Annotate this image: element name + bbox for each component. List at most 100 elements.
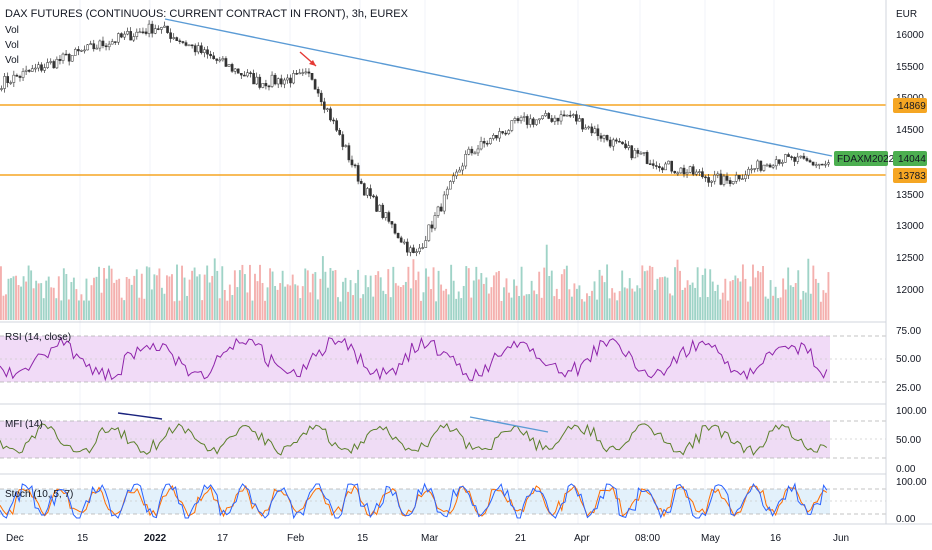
volume-bar <box>626 288 629 320</box>
candle-body <box>384 212 388 218</box>
volume-bar <box>487 293 490 320</box>
candle-body <box>571 114 575 116</box>
candle-body <box>175 37 179 41</box>
candle-body <box>215 58 219 61</box>
candle-body <box>725 175 729 181</box>
volume-bar <box>510 297 513 320</box>
volume-bar <box>155 275 158 320</box>
candle-body <box>602 135 606 139</box>
candle-body <box>283 79 286 85</box>
volume-bar <box>721 292 724 320</box>
candle-body <box>224 58 228 67</box>
volume-bar <box>32 288 35 320</box>
volume-bar <box>661 277 664 320</box>
volume-bar <box>98 266 100 320</box>
candle-body <box>338 130 342 135</box>
mfi-divergence-line-2[interactable] <box>469 416 549 433</box>
volume-bar <box>550 270 553 320</box>
volume-bar <box>140 273 143 320</box>
candle-body <box>12 74 16 83</box>
volume-bar <box>254 273 256 320</box>
candle-body <box>273 74 277 85</box>
candle-body <box>608 139 612 147</box>
volume-bar <box>45 280 48 320</box>
candle-body <box>541 115 544 119</box>
candle-body <box>498 131 501 139</box>
candle-body <box>485 142 489 145</box>
volume-bar <box>12 276 15 320</box>
volume-bar <box>518 295 521 320</box>
rsi-label[interactable]: RSI (14, close) <box>5 332 71 343</box>
candle-body <box>501 131 504 134</box>
volume-bar <box>545 244 548 320</box>
volume-bar <box>779 297 782 320</box>
volume-bar <box>231 295 234 320</box>
downtrend-line[interactable] <box>164 18 833 157</box>
price-tag-lower[interactable]: 13783 <box>893 168 927 183</box>
volume-bar <box>198 274 201 320</box>
volume-bar <box>125 277 128 320</box>
volume-bar <box>367 287 370 320</box>
volume-bar <box>553 296 556 320</box>
candle-body <box>415 251 418 253</box>
candle-body <box>719 173 723 185</box>
mfi-pane <box>0 412 886 459</box>
candle-body <box>301 72 305 74</box>
volume-bar <box>596 299 598 320</box>
candle-body <box>46 62 49 68</box>
volume-bar <box>306 270 309 320</box>
volume-bar <box>279 283 282 320</box>
candle-body <box>550 118 554 122</box>
mfi-label[interactable]: MFI (14) <box>5 419 43 430</box>
candle-body <box>661 167 664 171</box>
volume-bar <box>744 278 747 320</box>
time-axis[interactable]: Dec 15 2022 17 Feb 15 Mar 21 Apr 08:00 M… <box>6 533 849 544</box>
candle-body <box>30 68 34 72</box>
volume-bar <box>269 268 272 320</box>
volume-bar <box>827 272 830 320</box>
arrow-annotation[interactable] <box>299 51 317 67</box>
candle-body <box>599 135 603 139</box>
candle-body <box>101 40 105 47</box>
candle-body <box>252 73 255 85</box>
candle-body <box>160 27 163 30</box>
volume-bar <box>118 278 121 320</box>
volume-bar <box>281 270 284 320</box>
stoch-label[interactable]: Stoch (10, 5, 7) <box>5 489 73 500</box>
candle-body <box>292 73 295 84</box>
volume-bar <box>694 287 697 320</box>
volume-bar <box>243 274 246 320</box>
candle-body <box>621 141 624 145</box>
volume-bar <box>163 293 166 320</box>
volume-bar <box>570 296 573 320</box>
candle-body <box>369 188 372 197</box>
candle-body <box>332 119 335 122</box>
volume-bar <box>475 266 478 320</box>
candle-body <box>522 116 526 118</box>
symbol-tag[interactable]: FDAXM2022 <box>834 151 895 166</box>
last-price-tag[interactable]: 14044 <box>893 151 927 166</box>
volume-bar <box>490 287 493 320</box>
volume-bar <box>238 270 241 320</box>
volume-bar <box>674 267 676 320</box>
candle-body <box>129 31 132 41</box>
candle-body <box>581 118 584 130</box>
mfi-divergence-line-1[interactable] <box>117 412 163 420</box>
volume-bar <box>789 285 792 320</box>
candle-body <box>184 42 188 46</box>
volume-bar <box>301 286 304 320</box>
volume-bar <box>25 281 28 320</box>
volume-bar <box>706 297 709 320</box>
volume-bar <box>606 264 609 320</box>
mfi-tick: 50.00 <box>896 435 921 446</box>
volume-bar <box>15 275 17 320</box>
volume-bar <box>565 265 568 320</box>
rsi-tick: 75.00 <box>896 326 921 337</box>
candle-body <box>535 119 538 125</box>
price-tick: 14500 <box>896 125 924 136</box>
volume-bar <box>679 270 681 320</box>
volume-bar <box>384 294 387 320</box>
volume-bar <box>613 292 616 320</box>
candle-body <box>587 126 591 129</box>
price-tag-upper[interactable]: 14869 <box>893 98 927 113</box>
